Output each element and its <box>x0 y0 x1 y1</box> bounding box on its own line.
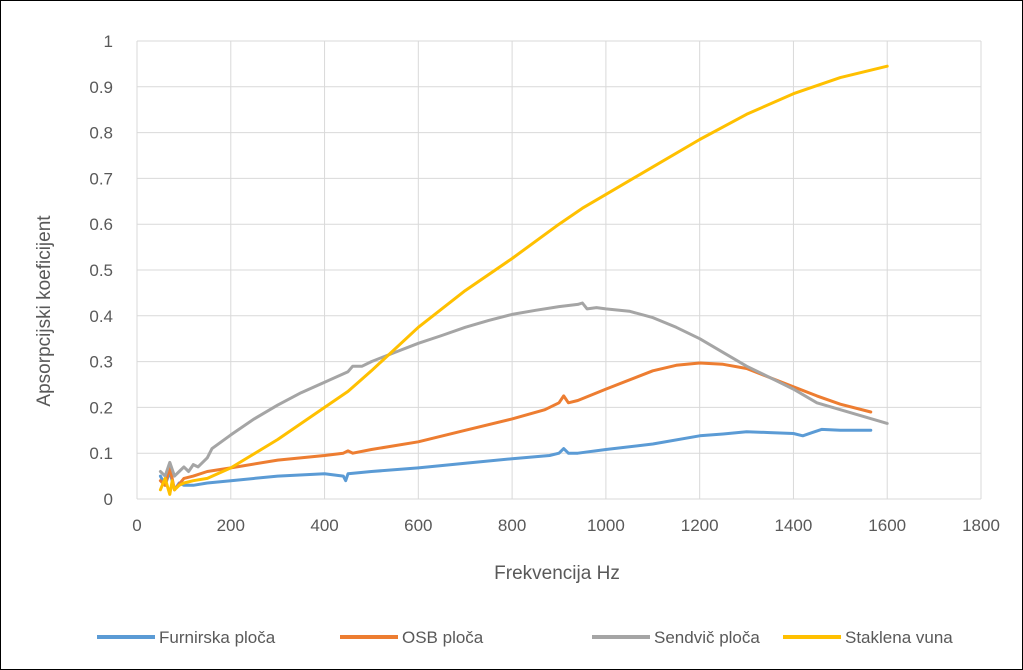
x-axis-title: Frekvencija Hz <box>494 563 620 584</box>
x-axis-tick-labels: 0 200 400 600 800 1000 1200 1400 1600 1800 <box>132 516 1000 535</box>
x-tick-label: 200 <box>217 516 245 535</box>
y-tick-label: 0.2 <box>89 398 113 417</box>
x-tick-label: 1400 <box>775 516 813 535</box>
legend-label: Furnirska ploča <box>159 628 276 647</box>
legend-label: Sendvič ploča <box>654 628 760 647</box>
y-tick-label: 0.7 <box>89 169 113 188</box>
y-tick-label: 0.1 <box>89 444 113 463</box>
legend: Furnirska ploča OSB ploča Sendvič ploča Sta… <box>97 628 953 647</box>
x-tick-label: 600 <box>404 516 432 535</box>
x-tick-label: 0 <box>132 516 141 535</box>
series-line-4 <box>158 64 889 496</box>
y-tick-label: 0.4 <box>89 307 113 326</box>
y-axis-title: Apsorpcijski koeficijent <box>34 215 55 407</box>
y-tick-label: 0.5 <box>89 261 113 280</box>
series-lines <box>158 64 889 496</box>
gridlines <box>136 40 982 500</box>
x-tick-label: 1800 <box>962 516 1000 535</box>
y-tick-label: 1 <box>104 32 113 51</box>
series-line-3 <box>158 301 889 478</box>
x-tick-label: 1000 <box>587 516 625 535</box>
y-tick-label: 0.9 <box>89 78 113 97</box>
legend-label: Staklena vuna <box>845 628 953 647</box>
y-tick-label: 0.8 <box>89 124 113 143</box>
y-tick-label: 0 <box>104 490 113 509</box>
x-tick-label: 800 <box>498 516 526 535</box>
y-tick-label: 0.6 <box>89 215 113 234</box>
y-axis-tick-labels: 0 0.1 0.2 0.3 0.4 0.5 0.6 0.7 0.8 0.9 1 <box>89 32 113 509</box>
y-tick-label: 0.3 <box>89 353 113 372</box>
series-line-2 <box>158 361 873 492</box>
x-tick-label: 1600 <box>868 516 906 535</box>
legend-label: OSB ploča <box>402 628 484 647</box>
x-tick-label: 400 <box>310 516 338 535</box>
x-tick-label: 1200 <box>681 516 719 535</box>
series-line-1 <box>158 427 873 492</box>
